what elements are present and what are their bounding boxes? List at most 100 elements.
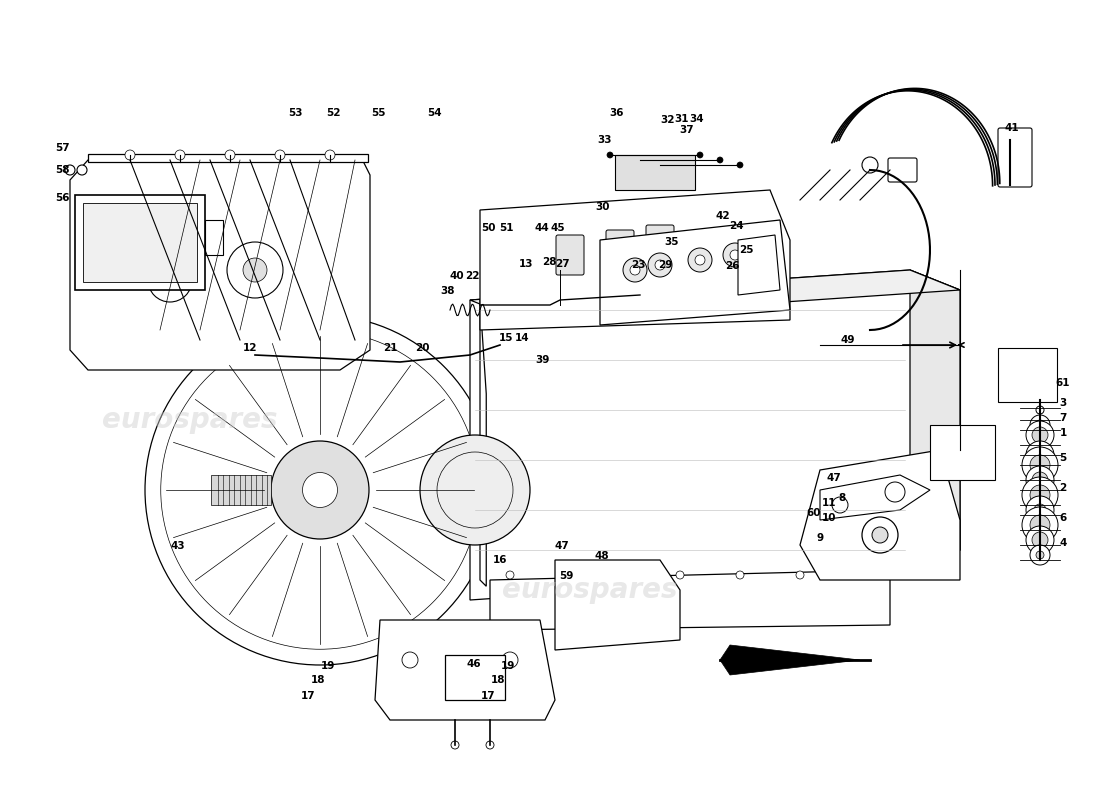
- Circle shape: [736, 571, 744, 579]
- Polygon shape: [470, 270, 960, 320]
- Circle shape: [862, 517, 898, 553]
- Text: 14: 14: [515, 333, 529, 343]
- Polygon shape: [600, 220, 790, 325]
- Text: 51: 51: [498, 223, 514, 233]
- Circle shape: [271, 441, 369, 539]
- Circle shape: [796, 571, 804, 579]
- Circle shape: [832, 497, 848, 513]
- Text: 17: 17: [481, 691, 495, 701]
- Text: 39: 39: [536, 355, 550, 365]
- Circle shape: [637, 157, 644, 163]
- Circle shape: [175, 150, 185, 160]
- Circle shape: [502, 652, 518, 668]
- Text: 33: 33: [597, 135, 613, 145]
- Circle shape: [1026, 441, 1054, 469]
- Text: 18: 18: [491, 675, 505, 685]
- Text: 19: 19: [500, 661, 515, 671]
- Text: 40: 40: [450, 271, 464, 281]
- Text: 20: 20: [415, 343, 429, 353]
- FancyBboxPatch shape: [888, 158, 917, 182]
- Polygon shape: [470, 270, 960, 600]
- Circle shape: [420, 435, 530, 545]
- Text: 7: 7: [1059, 413, 1067, 423]
- Circle shape: [630, 265, 640, 275]
- Circle shape: [1030, 485, 1050, 505]
- Polygon shape: [820, 475, 930, 520]
- Circle shape: [506, 571, 514, 579]
- Circle shape: [648, 253, 672, 277]
- Polygon shape: [480, 190, 790, 330]
- Text: 45: 45: [551, 223, 565, 233]
- Polygon shape: [738, 235, 780, 295]
- Text: 52: 52: [326, 108, 340, 118]
- Circle shape: [1030, 415, 1050, 435]
- Text: 29: 29: [658, 260, 672, 270]
- Circle shape: [1032, 472, 1048, 488]
- Text: 1: 1: [1059, 428, 1067, 438]
- Text: eurospares: eurospares: [503, 576, 678, 604]
- Text: 50: 50: [481, 223, 495, 233]
- Text: 48: 48: [595, 551, 609, 561]
- Text: 3: 3: [1059, 398, 1067, 408]
- Circle shape: [1022, 507, 1058, 543]
- Text: 47: 47: [554, 541, 570, 551]
- Circle shape: [1030, 455, 1050, 475]
- FancyBboxPatch shape: [646, 225, 674, 265]
- Circle shape: [737, 162, 742, 168]
- Bar: [211, 475, 271, 505]
- Text: 19: 19: [321, 661, 336, 671]
- Circle shape: [125, 150, 135, 160]
- FancyBboxPatch shape: [998, 128, 1032, 187]
- FancyBboxPatch shape: [998, 348, 1057, 402]
- Circle shape: [65, 165, 75, 175]
- Text: 12: 12: [243, 343, 257, 353]
- Text: 56: 56: [55, 193, 69, 203]
- Text: 17: 17: [300, 691, 316, 701]
- Text: 44: 44: [535, 223, 549, 233]
- Text: eurospares: eurospares: [102, 406, 277, 434]
- Circle shape: [1036, 551, 1044, 559]
- Text: 21: 21: [383, 343, 397, 353]
- Circle shape: [616, 571, 624, 579]
- Text: 9: 9: [816, 533, 824, 543]
- Text: 11: 11: [822, 498, 836, 508]
- Circle shape: [862, 157, 878, 173]
- Polygon shape: [480, 300, 486, 586]
- Text: 49: 49: [840, 335, 856, 345]
- Text: 43: 43: [170, 541, 185, 551]
- Text: 13: 13: [519, 259, 534, 269]
- Text: 24: 24: [728, 221, 744, 231]
- Text: 6: 6: [1059, 513, 1067, 523]
- Text: 15: 15: [498, 333, 514, 343]
- FancyBboxPatch shape: [82, 203, 197, 282]
- Circle shape: [607, 152, 613, 158]
- Text: 26: 26: [725, 261, 739, 271]
- Circle shape: [451, 741, 459, 749]
- Circle shape: [856, 571, 864, 579]
- Circle shape: [654, 260, 666, 270]
- Text: 2: 2: [1059, 483, 1067, 493]
- Circle shape: [695, 255, 705, 265]
- Text: 60: 60: [806, 508, 822, 518]
- Polygon shape: [556, 560, 680, 650]
- Circle shape: [1022, 447, 1058, 483]
- Circle shape: [1035, 420, 1045, 430]
- Circle shape: [1032, 532, 1048, 548]
- Circle shape: [1026, 526, 1054, 554]
- Circle shape: [872, 527, 888, 543]
- Text: 57: 57: [55, 143, 69, 153]
- Text: 34: 34: [690, 114, 704, 124]
- Circle shape: [275, 150, 285, 160]
- Text: 4: 4: [1059, 538, 1067, 548]
- FancyBboxPatch shape: [75, 195, 205, 290]
- Circle shape: [1026, 466, 1054, 494]
- Circle shape: [886, 482, 905, 502]
- Circle shape: [657, 162, 663, 168]
- Circle shape: [1034, 504, 1046, 516]
- Polygon shape: [70, 155, 370, 370]
- Circle shape: [1036, 406, 1044, 414]
- Text: 42: 42: [716, 211, 730, 221]
- Text: 46: 46: [466, 659, 482, 669]
- Polygon shape: [800, 450, 960, 580]
- Text: 16: 16: [493, 555, 507, 565]
